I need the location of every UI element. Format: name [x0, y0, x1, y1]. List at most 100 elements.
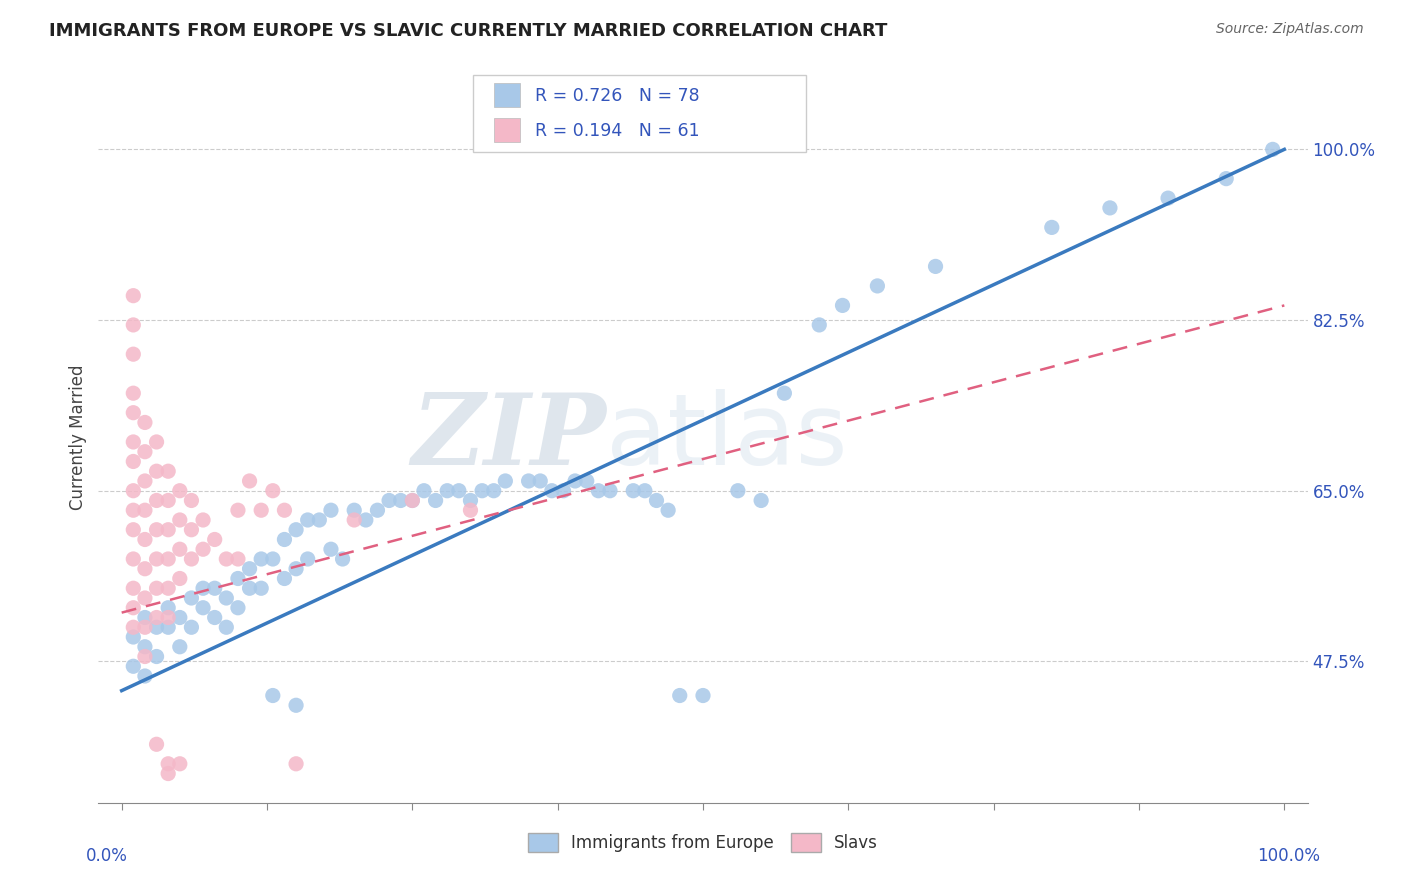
Point — [134, 640, 156, 654]
Point — [191, 542, 214, 557]
Point — [297, 513, 319, 527]
Point — [122, 386, 145, 401]
Point — [319, 542, 342, 557]
Point — [226, 552, 249, 566]
Point — [494, 474, 516, 488]
Point — [169, 610, 191, 624]
Point — [134, 610, 156, 624]
Point — [239, 474, 262, 488]
Point — [204, 533, 226, 547]
Point — [250, 503, 273, 517]
Point — [122, 406, 145, 420]
Text: IMMIGRANTS FROM EUROPE VS SLAVIC CURRENTLY MARRIED CORRELATION CHART: IMMIGRANTS FROM EUROPE VS SLAVIC CURRENT… — [49, 22, 887, 40]
Point — [157, 523, 180, 537]
Point — [122, 552, 145, 566]
Point — [122, 454, 145, 468]
Point — [471, 483, 494, 498]
Point — [239, 581, 262, 595]
Point — [122, 288, 145, 302]
Point — [157, 756, 180, 771]
Point — [169, 513, 191, 527]
Point — [169, 640, 191, 654]
Point — [773, 386, 796, 401]
Point — [460, 493, 482, 508]
Point — [285, 523, 308, 537]
Point — [668, 689, 690, 703]
Point — [204, 610, 226, 624]
Point — [285, 698, 308, 713]
Point — [749, 493, 772, 508]
Point — [134, 620, 156, 634]
Point — [517, 474, 540, 488]
Point — [215, 620, 238, 634]
Point — [122, 600, 145, 615]
Point — [239, 562, 262, 576]
Point — [191, 581, 214, 595]
Point — [157, 552, 180, 566]
Point — [145, 581, 167, 595]
Point — [191, 600, 214, 615]
Point — [145, 523, 167, 537]
Point — [285, 562, 308, 576]
Point — [145, 649, 167, 664]
Point — [134, 669, 156, 683]
Point — [1261, 142, 1284, 156]
Point — [145, 610, 167, 624]
FancyBboxPatch shape — [494, 83, 520, 107]
Point — [226, 600, 249, 615]
Point — [145, 620, 167, 634]
Point — [180, 493, 202, 508]
Point — [308, 513, 330, 527]
Point — [122, 347, 145, 361]
Text: R = 0.194   N = 61: R = 0.194 N = 61 — [534, 121, 700, 140]
Point — [425, 493, 447, 508]
Point — [460, 503, 482, 517]
FancyBboxPatch shape — [494, 118, 520, 142]
Text: ZIP: ZIP — [412, 389, 606, 485]
Point — [122, 630, 145, 644]
Point — [866, 279, 889, 293]
Point — [134, 591, 156, 605]
Point — [157, 581, 180, 595]
Y-axis label: Currently Married: Currently Married — [69, 364, 87, 510]
Point — [134, 503, 156, 517]
Text: R = 0.726   N = 78: R = 0.726 N = 78 — [534, 87, 700, 105]
Point — [180, 523, 202, 537]
Point — [250, 581, 273, 595]
Point — [366, 503, 388, 517]
Point — [157, 493, 180, 508]
Point — [447, 483, 470, 498]
Point — [692, 689, 714, 703]
Point — [436, 483, 458, 498]
Point — [1098, 201, 1121, 215]
Point — [1040, 220, 1063, 235]
Point — [634, 483, 657, 498]
Point — [169, 756, 191, 771]
Point — [134, 562, 156, 576]
Point — [343, 503, 366, 517]
Point — [134, 444, 156, 458]
Point — [134, 649, 156, 664]
Point — [134, 474, 156, 488]
Point — [831, 298, 853, 312]
Legend: Immigrants from Europe, Slavs: Immigrants from Europe, Slavs — [520, 824, 886, 860]
FancyBboxPatch shape — [474, 75, 806, 152]
Point — [122, 483, 145, 498]
Point — [297, 552, 319, 566]
Point — [169, 542, 191, 557]
Text: 100.0%: 100.0% — [1257, 847, 1320, 864]
Point — [180, 620, 202, 634]
Point — [145, 552, 167, 566]
Point — [621, 483, 644, 498]
Point — [122, 581, 145, 595]
Point — [262, 552, 284, 566]
Point — [553, 483, 575, 498]
Point — [215, 552, 238, 566]
Point — [262, 483, 284, 498]
Point — [657, 503, 679, 517]
Point — [122, 503, 145, 517]
Point — [401, 493, 423, 508]
Point — [157, 600, 180, 615]
Point — [588, 483, 610, 498]
Point — [145, 434, 167, 449]
